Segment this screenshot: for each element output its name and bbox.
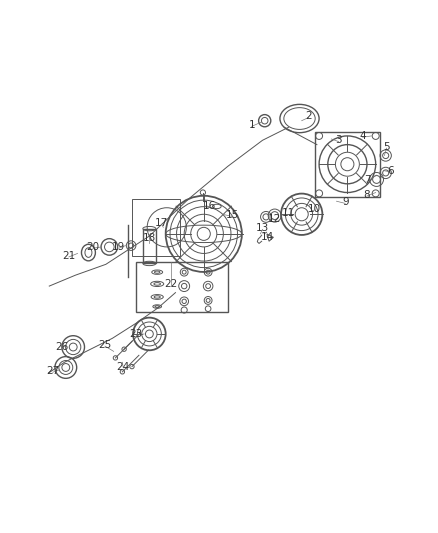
Text: 18: 18: [143, 233, 156, 243]
Text: 7: 7: [364, 175, 370, 185]
Text: 5: 5: [383, 142, 390, 152]
Text: 24: 24: [117, 361, 130, 372]
Text: 11: 11: [282, 208, 295, 219]
Text: 20: 20: [86, 242, 99, 252]
Text: 22: 22: [165, 279, 178, 289]
Text: 27: 27: [46, 366, 60, 376]
Text: 15: 15: [226, 210, 239, 220]
Text: 16: 16: [203, 200, 216, 211]
Text: 13: 13: [256, 223, 269, 233]
Text: 17: 17: [155, 218, 168, 228]
Text: 1: 1: [248, 120, 255, 130]
Text: 9: 9: [342, 197, 349, 207]
Text: 6: 6: [388, 166, 394, 176]
Text: 12: 12: [268, 214, 281, 224]
Text: 14: 14: [261, 232, 274, 242]
Text: 23: 23: [130, 329, 143, 339]
Text: 19: 19: [112, 242, 126, 252]
Text: 21: 21: [62, 251, 75, 261]
Text: 4: 4: [359, 131, 366, 141]
Text: 10: 10: [308, 204, 321, 214]
Text: 8: 8: [364, 190, 370, 200]
Text: 2: 2: [305, 111, 311, 122]
Text: 26: 26: [55, 342, 68, 352]
Text: 25: 25: [99, 340, 112, 350]
Text: 3: 3: [336, 135, 342, 146]
